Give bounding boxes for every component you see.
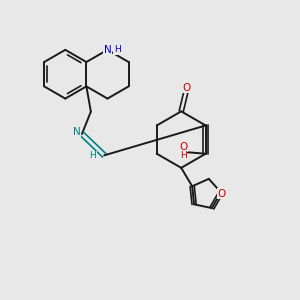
Text: O: O	[182, 82, 190, 93]
Text: H: H	[114, 45, 120, 54]
Text: N: N	[73, 128, 80, 137]
Text: O: O	[179, 142, 188, 152]
Text: O: O	[218, 189, 226, 199]
Text: H: H	[180, 151, 187, 160]
Text: H: H	[90, 152, 96, 160]
Text: N: N	[103, 45, 111, 55]
